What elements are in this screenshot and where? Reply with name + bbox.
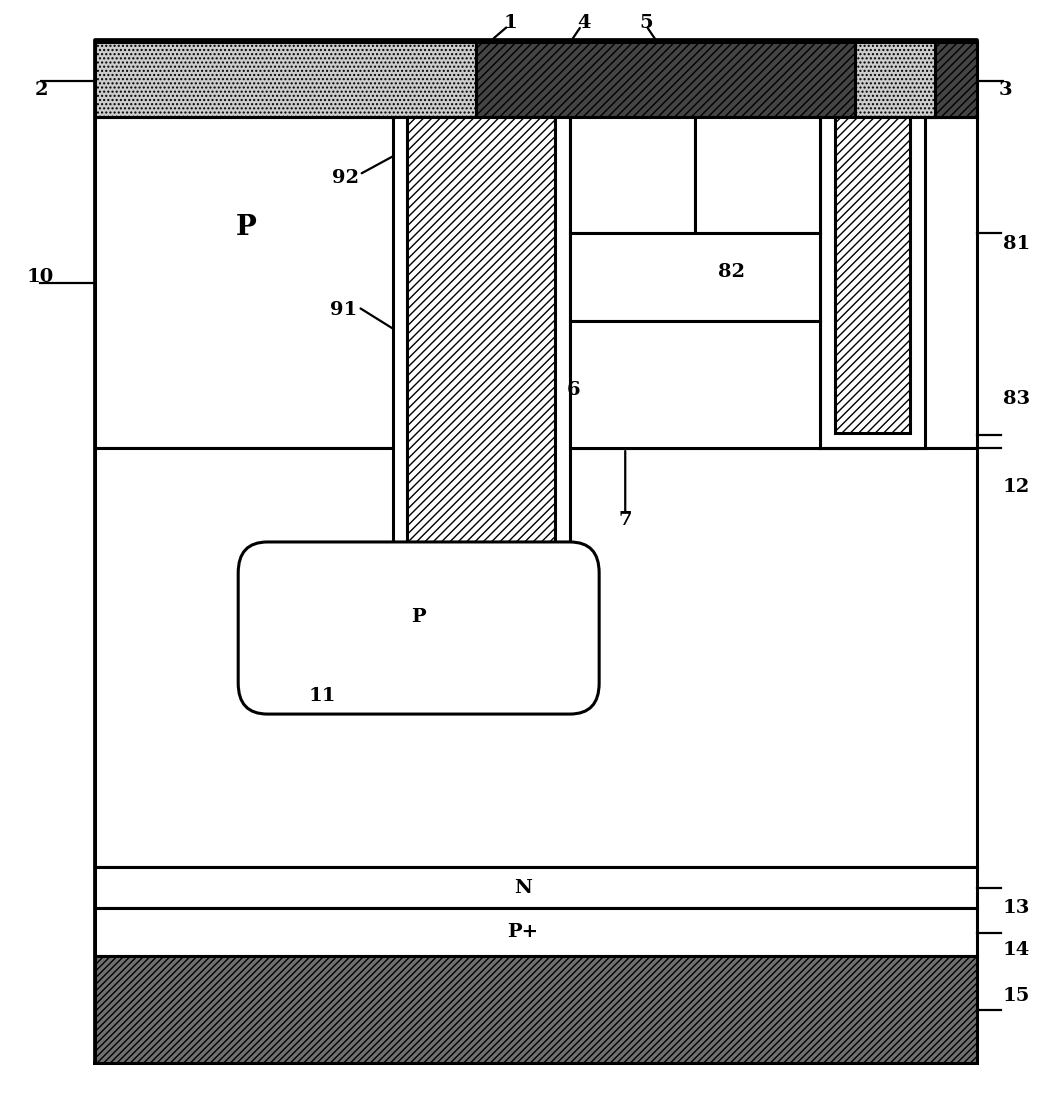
Text: 14: 14 (1003, 941, 1030, 959)
Bar (95, 448, 977, 867)
Text: 15: 15 (1003, 988, 1030, 1005)
Bar (95, 867, 977, 908)
Bar (95, 956, 977, 1063)
Text: 11: 11 (309, 688, 337, 706)
Text: 7: 7 (618, 511, 632, 529)
Bar (95, 117, 977, 448)
Text: 2: 2 (35, 81, 48, 98)
Text: P+: P+ (619, 167, 645, 184)
Text: N+: N+ (744, 167, 772, 184)
Bar (476, 42, 977, 117)
Text: 12: 12 (1003, 478, 1030, 495)
Text: 10: 10 (26, 268, 53, 286)
Bar (820, 117, 925, 448)
Bar (855, 42, 935, 117)
Bar (570, 322, 820, 448)
Text: P: P (411, 608, 426, 626)
Text: P: P (236, 215, 257, 241)
Bar (696, 117, 820, 233)
Text: N: N (633, 376, 647, 394)
Text: 82: 82 (719, 263, 745, 281)
Text: P+: P+ (507, 922, 539, 941)
Bar (95, 42, 476, 117)
Text: 13: 13 (1003, 899, 1030, 917)
Bar (407, 117, 555, 665)
Bar (835, 117, 910, 432)
Text: N: N (514, 879, 532, 897)
Text: N-: N- (380, 645, 416, 671)
Text: 3: 3 (998, 81, 1011, 98)
Text: 91: 91 (329, 301, 357, 320)
Text: P: P (591, 269, 604, 285)
Text: 83: 83 (1003, 389, 1030, 407)
Text: 4: 4 (576, 14, 590, 32)
Text: 5: 5 (639, 14, 653, 32)
Text: 6: 6 (566, 380, 579, 399)
Bar (570, 117, 696, 233)
Bar (95, 908, 977, 956)
Bar (570, 233, 820, 322)
Text: 1: 1 (503, 14, 518, 32)
Bar (392, 117, 570, 680)
Text: 92: 92 (333, 169, 359, 187)
FancyBboxPatch shape (238, 542, 599, 714)
Text: 81: 81 (1003, 236, 1030, 253)
